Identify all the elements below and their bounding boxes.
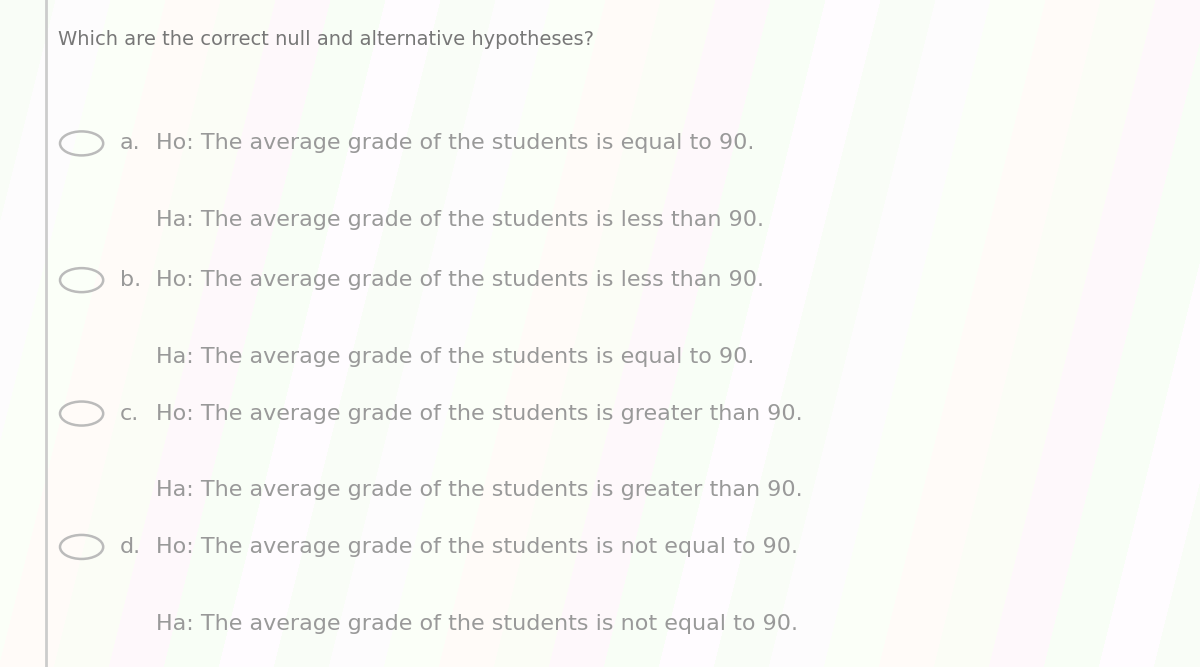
Text: a.: a. bbox=[120, 133, 140, 153]
Text: Ha: The average grade of the students is equal to 90.: Ha: The average grade of the students is… bbox=[156, 347, 755, 367]
Text: Ha: The average grade of the students is less than 90.: Ha: The average grade of the students is… bbox=[156, 210, 764, 230]
Text: b.: b. bbox=[120, 270, 142, 290]
Text: d.: d. bbox=[120, 537, 142, 557]
Text: Ho: The average grade of the students is less than 90.: Ho: The average grade of the students is… bbox=[156, 270, 764, 290]
Text: Ha: The average grade of the students is not equal to 90.: Ha: The average grade of the students is… bbox=[156, 614, 798, 634]
Text: Ho: The average grade of the students is not equal to 90.: Ho: The average grade of the students is… bbox=[156, 537, 798, 557]
Text: Ho: The average grade of the students is equal to 90.: Ho: The average grade of the students is… bbox=[156, 133, 755, 153]
Text: c.: c. bbox=[120, 404, 139, 424]
Text: Which are the correct null and alternative hypotheses?: Which are the correct null and alternati… bbox=[58, 30, 594, 49]
Text: Ho: The average grade of the students is greater than 90.: Ho: The average grade of the students is… bbox=[156, 404, 803, 424]
Text: Ha: The average grade of the students is greater than 90.: Ha: The average grade of the students is… bbox=[156, 480, 803, 500]
